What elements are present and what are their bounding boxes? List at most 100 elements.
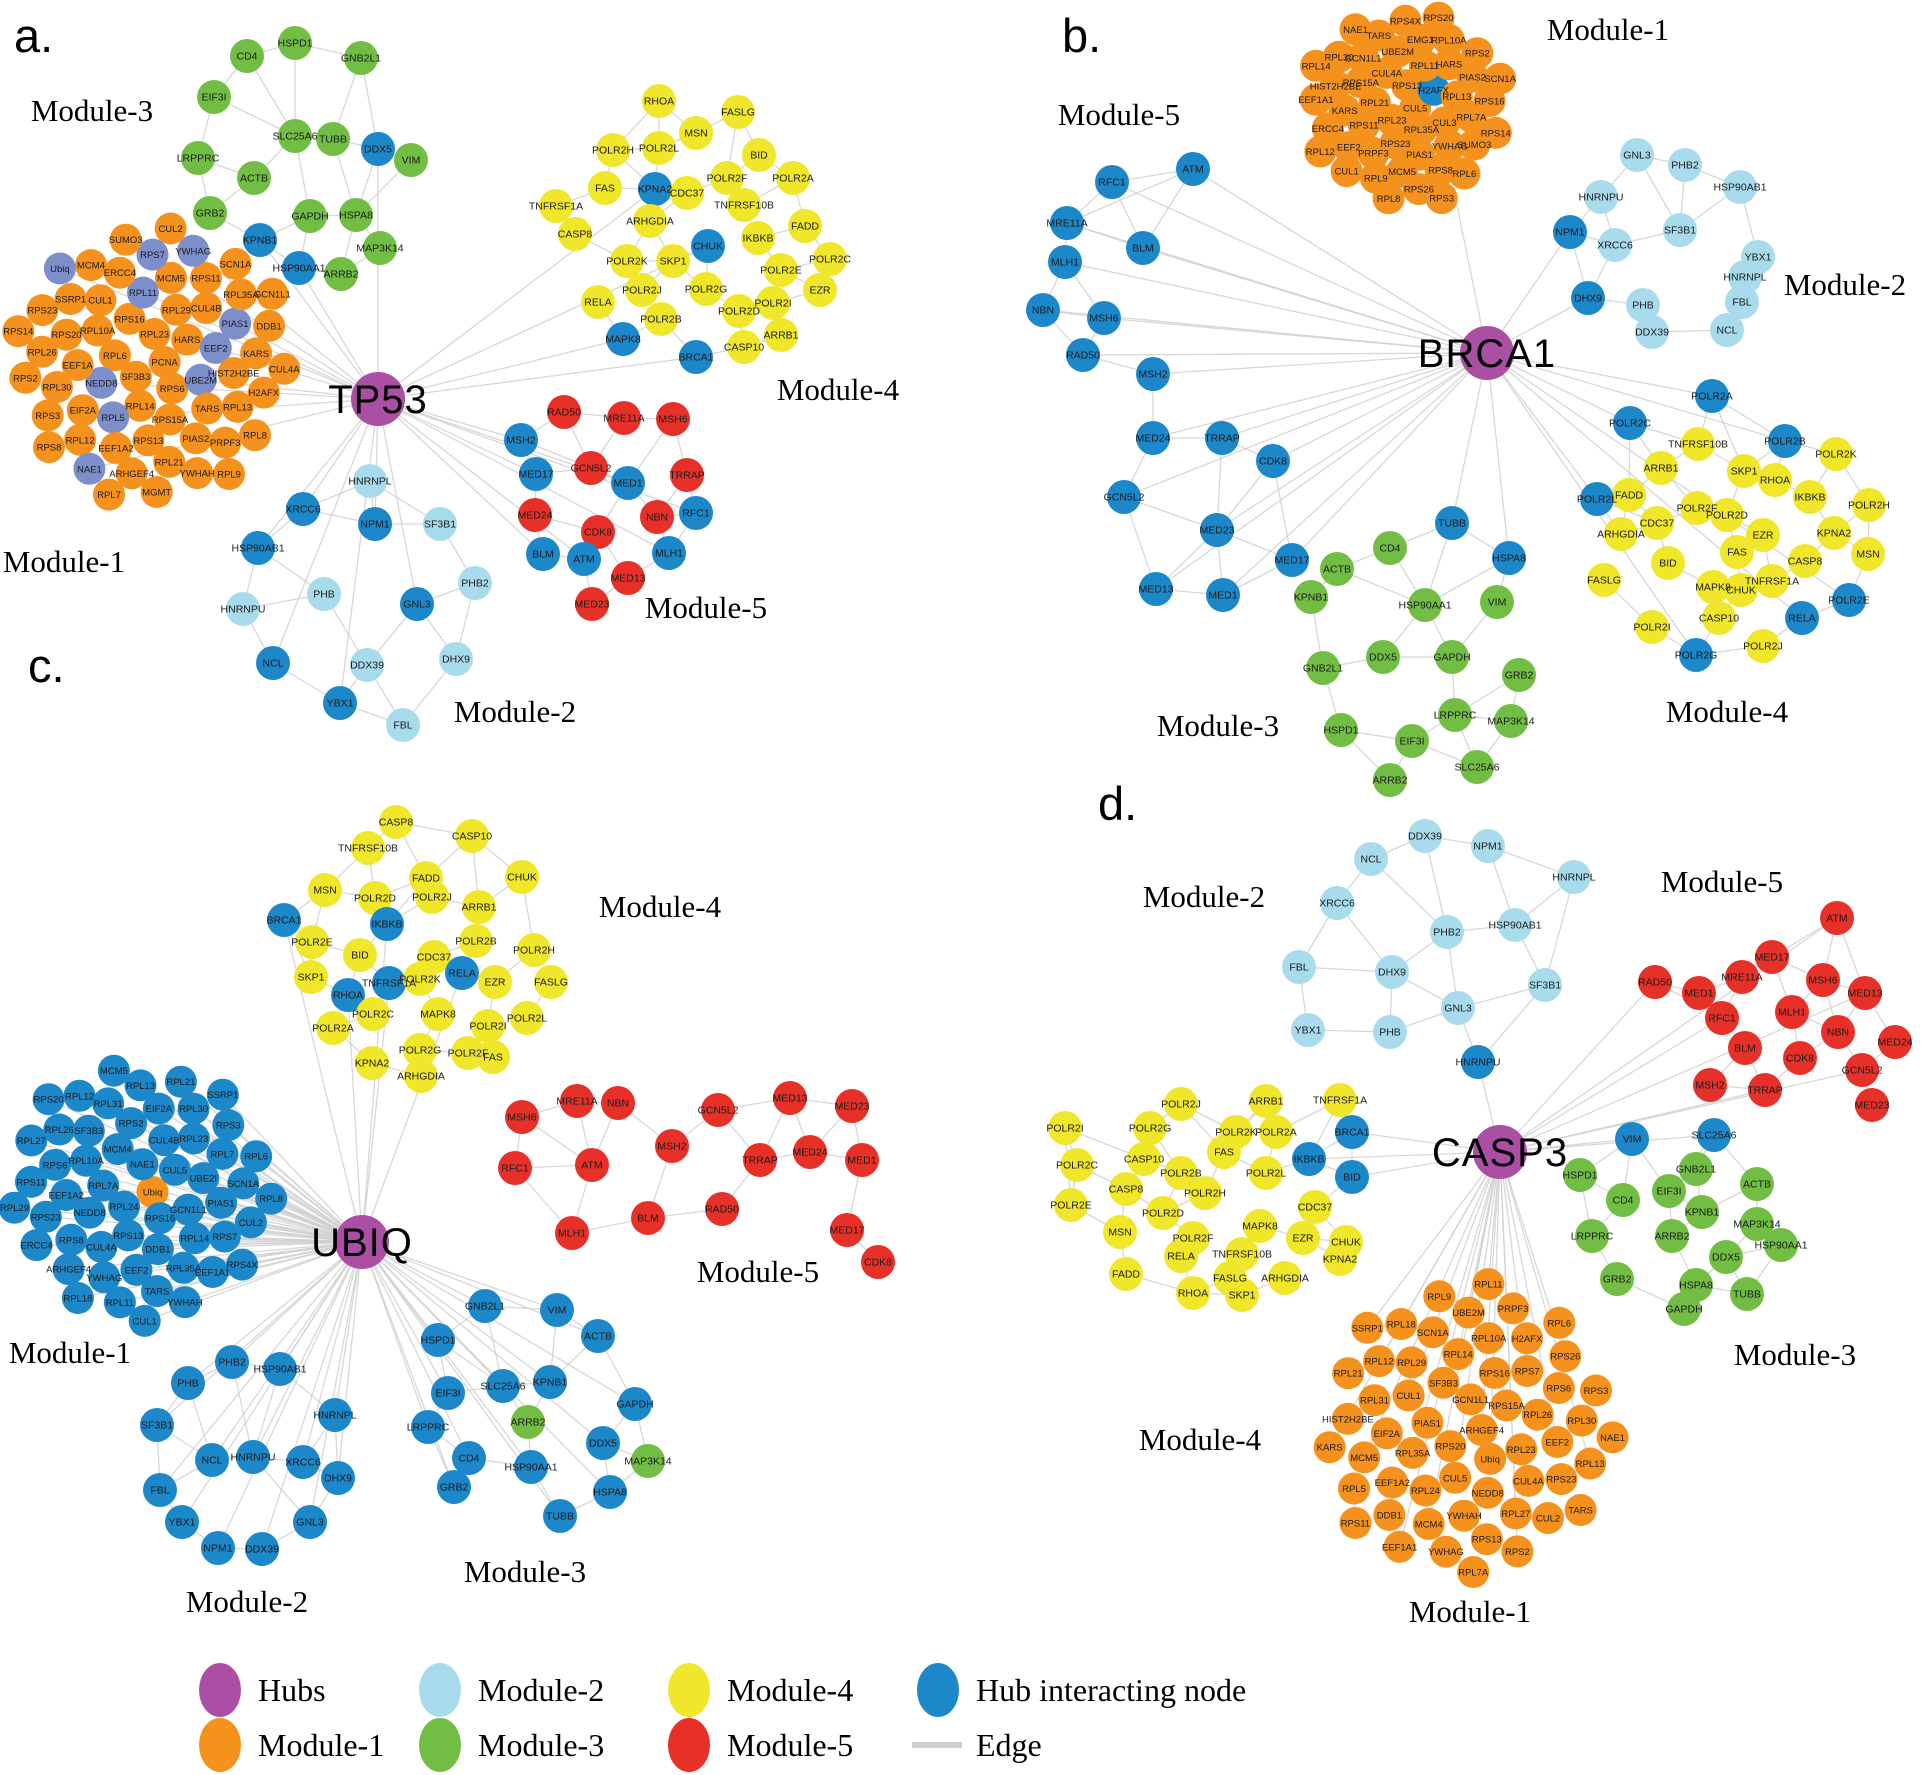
edge: [361, 1241, 551, 1383]
node-HARS: [171, 323, 204, 356]
node-GNB2L1: [468, 1289, 502, 1323]
node-label: CASP8: [379, 817, 414, 829]
node-label: MED1: [847, 1155, 876, 1167]
node-TUBB: [1730, 1277, 1764, 1311]
node-label: CUL4B: [191, 304, 222, 315]
node-POLR2L: [642, 131, 676, 165]
node-label: RPS23: [1380, 139, 1410, 150]
node-label: POLR2C: [1056, 1160, 1098, 1172]
node-HSP90AA1: [1764, 1228, 1798, 1262]
node-label: KPNA2: [355, 1058, 390, 1070]
node-label: POLR2J: [412, 892, 452, 904]
node-label: CDK8: [864, 1257, 892, 1269]
node-GRB2: [1502, 658, 1536, 692]
node-RPS13: [132, 424, 165, 457]
node-RFC1: [1095, 165, 1129, 199]
edge: [1221, 352, 1488, 439]
node-label: RPL35A: [166, 1263, 202, 1274]
node-label: GCN1L1: [1452, 1395, 1489, 1406]
node-label: BLM: [1734, 1043, 1756, 1055]
node-RPS11: [15, 1165, 47, 1198]
node-label: H2AFX: [1512, 1334, 1543, 1345]
node-label: RAD50: [547, 407, 581, 419]
node-label: MAPK8: [1695, 582, 1731, 594]
panel-letter-d: d.: [1098, 777, 1137, 830]
node-label: GCN5L2: [698, 1105, 739, 1117]
node-label: SCN1A: [1417, 1328, 1449, 1339]
node-PCNA: [148, 346, 181, 378]
edge: [217, 1241, 363, 1549]
node-RPL13: [124, 1069, 157, 1102]
node-label: ACTB: [1323, 564, 1351, 576]
node-ARRB1: [1644, 451, 1678, 485]
node-GCN5L2: [1845, 1053, 1879, 1087]
edge: [1499, 1017, 1723, 1153]
node-label: CUL4B: [149, 1136, 180, 1147]
node-label: RPL29: [0, 1203, 29, 1214]
node-label: NPM1: [203, 1543, 232, 1555]
node-RPS23: [29, 1200, 62, 1233]
node-label: CUL2: [239, 1218, 263, 1229]
node-label: H2AFX: [248, 388, 279, 399]
node-label: CD4: [1379, 543, 1400, 555]
node-label: MSN: [1108, 1227, 1131, 1239]
node-NPM1: [1553, 215, 1587, 249]
node-label: GCN1L1: [254, 289, 291, 300]
node-MSH6: [656, 402, 690, 436]
module-label-c-module-3: Module-3: [464, 1554, 586, 1589]
node-label: RPL14: [126, 401, 155, 412]
node-HSP90AB1: [241, 531, 275, 565]
module-label-d-module-5: Module-5: [1661, 864, 1783, 899]
node-label: RPS23: [1546, 1475, 1576, 1486]
node-MED17: [830, 1213, 864, 1247]
edge: [377, 398, 418, 605]
module-label-a-module-2: Module-2: [454, 694, 576, 729]
node-RPL23: [1505, 1433, 1538, 1466]
node-label: MAPK8: [605, 334, 641, 346]
node-label: RPL12: [66, 435, 95, 446]
node-label: EEF2: [125, 1265, 149, 1276]
node-label: FASLG: [534, 977, 568, 989]
node-label: RPS2: [1505, 1547, 1530, 1558]
node-EEF2: [120, 1253, 153, 1286]
node-label: POLR2A: [312, 1023, 353, 1035]
node-GNB2L1: [1306, 651, 1340, 685]
node-ERCC4: [103, 256, 136, 289]
node-MED13: [1139, 572, 1173, 606]
node-label: POLR2C: [809, 254, 851, 266]
node-label: CDK8: [1786, 1053, 1814, 1065]
node-label: BID: [750, 150, 768, 162]
edge: [377, 398, 544, 555]
node-CUL4A: [268, 352, 301, 385]
node-POLR2J: [1164, 1087, 1198, 1121]
node-POLR2L: [1249, 1156, 1283, 1190]
node-label: RPS4X: [1390, 16, 1422, 27]
node-ARRB2: [324, 257, 358, 291]
node-label: KPNB1: [1685, 1207, 1720, 1219]
node-NCL: [195, 1443, 229, 1477]
node-label: ACTB: [240, 173, 268, 185]
node-label: RPL23: [179, 1134, 208, 1145]
node-label: RPL12: [1306, 147, 1335, 158]
node-RPL6: [98, 339, 131, 372]
node-label: GNB2L1: [1303, 663, 1343, 675]
node-CASP10: [727, 330, 761, 364]
node-label: PHB2: [1671, 160, 1699, 172]
node-ATM: [575, 1148, 609, 1182]
node-label: PRPF3: [1358, 149, 1389, 160]
node-label: SLC25A6: [1455, 762, 1500, 774]
node-label: CDC37: [1298, 1202, 1333, 1214]
node-label: GNL3: [1444, 1003, 1472, 1015]
node-label: RPS23: [27, 306, 57, 317]
node-label: RPS14: [1481, 128, 1511, 139]
node-RPS14: [2, 315, 35, 348]
node-SF3B3: [1427, 1366, 1460, 1399]
node-label: RPS3: [1584, 1386, 1609, 1397]
node-SSRP1: [1351, 1311, 1384, 1344]
node-TNFRSF1A: [539, 189, 573, 223]
node-SLC25A6: [1697, 1118, 1731, 1152]
node-RELA: [445, 956, 479, 990]
node-label: SF3B1: [424, 519, 456, 531]
edge: [302, 1241, 363, 1463]
node-label: BLM: [1132, 243, 1154, 255]
